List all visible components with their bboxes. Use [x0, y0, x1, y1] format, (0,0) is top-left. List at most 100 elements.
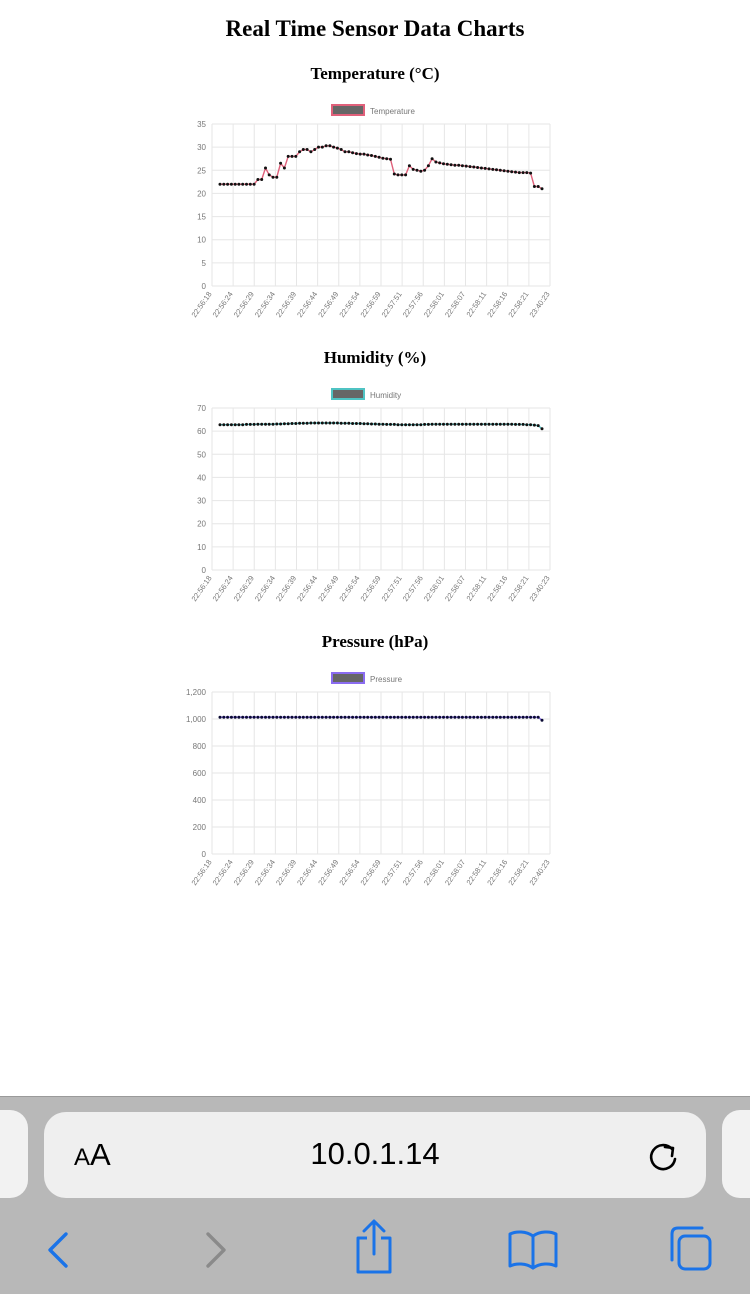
temperature-data-point — [381, 156, 385, 160]
humidity-data-point — [256, 422, 260, 426]
humidity-data-point — [271, 422, 275, 426]
temperature-data-point — [256, 178, 260, 181]
humidity-data-point — [248, 422, 252, 426]
pressure-x-tick-label: 22:56:44 — [295, 858, 319, 887]
pressure-y-tick-label: 800 — [193, 742, 207, 751]
temperature-data-point — [354, 152, 358, 156]
previous-tab-card[interactable] — [0, 1110, 28, 1198]
temperature-data-point — [514, 170, 517, 174]
humidity-data-point — [483, 422, 487, 426]
pressure-chart: Pressure02004006008001,0001,20022:56:182… — [186, 672, 552, 887]
page-settings-button[interactable]: AA — [74, 1132, 111, 1184]
temperature-data-point — [423, 168, 427, 172]
temperature-data-point — [347, 150, 351, 154]
temperature-data-point — [298, 150, 302, 154]
address-bar[interactable]: AA 10.0.1.14 — [44, 1112, 706, 1198]
humidity-data-point — [449, 422, 453, 426]
temperature-data-point — [279, 161, 283, 165]
pressure-data-point — [320, 715, 324, 719]
pressure-data-point — [335, 715, 339, 719]
pressure-data-point — [381, 715, 385, 719]
temperature-data-point — [373, 154, 377, 158]
humidity-data-point — [487, 422, 491, 426]
pressure-data-point — [282, 715, 286, 719]
pressure-x-tick-label: 22:56:54 — [337, 858, 361, 887]
humidity-y-tick-label: 60 — [197, 427, 206, 436]
pressure-data-point — [373, 715, 377, 719]
temperature-data-point — [218, 182, 222, 186]
humidity-data-point — [517, 422, 521, 426]
pressure-x-tick-label: 22:56:39 — [274, 858, 298, 887]
pressure-data-point — [354, 715, 358, 719]
humidity-data-point — [370, 422, 373, 426]
next-tab-card[interactable] — [722, 1110, 750, 1198]
reload-icon[interactable] — [646, 1140, 680, 1174]
pressure-data-point — [419, 715, 423, 719]
pressure-data-point — [271, 715, 275, 719]
temperature-data-point — [407, 164, 411, 168]
humidity-data-point — [222, 423, 226, 427]
temperature-data-point — [487, 167, 491, 171]
temperature-data-point — [282, 166, 286, 170]
temperature-data-point — [415, 168, 419, 172]
temperature-data-point — [317, 145, 320, 149]
pressure-data-point — [301, 715, 305, 719]
temperature-data-point — [532, 185, 536, 188]
humidity-x-tick-label: 23:40:23 — [528, 574, 552, 603]
pressure-data-point — [366, 715, 370, 719]
pressure-data-point — [460, 715, 464, 719]
humidity-data-point — [324, 421, 328, 425]
temperature-data-point — [351, 151, 355, 155]
humidity-data-point — [343, 421, 347, 425]
humidity-data-point — [298, 421, 302, 425]
tabs-icon[interactable] — [664, 1224, 716, 1274]
humidity-data-point — [430, 422, 434, 426]
humidity-data-point — [332, 421, 336, 425]
temperature-data-point — [264, 166, 267, 170]
humidity-x-tick-label: 22:56:24 — [211, 574, 235, 603]
humidity-x-tick-label: 22:56:54 — [337, 574, 361, 603]
humidity-data-point — [218, 423, 222, 427]
humidity-data-point — [237, 423, 241, 427]
url-text[interactable]: 10.0.1.14 — [310, 1136, 440, 1171]
pressure-data-point — [328, 715, 332, 719]
back-chevron-icon[interactable] — [42, 1230, 74, 1270]
pressure-data-point — [426, 715, 430, 719]
pressure-x-tick-label: 22:57:51 — [380, 858, 404, 887]
pressure-data-point — [411, 715, 415, 719]
pressure-data-point — [396, 715, 400, 719]
pressure-data-point — [290, 715, 294, 719]
pressure-data-point — [252, 715, 256, 719]
humidity-data-point — [536, 424, 540, 428]
humidity-data-point — [290, 422, 294, 425]
book-icon[interactable] — [506, 1228, 560, 1272]
humidity-data-point — [241, 423, 245, 427]
temperature-data-point — [495, 168, 498, 172]
pressure-y-tick-label: 400 — [193, 796, 207, 805]
temperature-data-point — [260, 178, 264, 181]
pressure-data-point — [256, 715, 260, 719]
humidity-data-point — [305, 421, 309, 425]
share-icon[interactable] — [352, 1216, 396, 1276]
temperature-data-point — [449, 163, 453, 167]
temperature-data-point — [389, 157, 392, 161]
humidity-data-point — [377, 422, 381, 426]
temperature-data-point — [419, 169, 423, 173]
temperature-data-point — [396, 173, 400, 177]
pressure-data-point — [385, 715, 389, 719]
humidity-data-point — [320, 421, 324, 425]
temperature-y-tick-label: 10 — [197, 236, 206, 245]
pressure-x-tick-label: 22:58:16 — [485, 858, 509, 887]
humidity-x-tick-label: 22:58:21 — [506, 574, 530, 603]
humidity-x-tick-label: 22:58:07 — [443, 574, 467, 603]
humidity-y-tick-label: 40 — [197, 473, 206, 482]
temperature-x-tick-label: 22:56:24 — [211, 290, 235, 319]
humidity-x-tick-label: 22:56:59 — [359, 574, 383, 603]
temperature-y-tick-label: 5 — [202, 259, 207, 268]
temperature-data-point — [343, 150, 347, 154]
pressure-data-point — [453, 715, 457, 719]
pressure-data-point — [400, 715, 404, 719]
temperature-x-tick-label: 22:56:54 — [337, 290, 361, 319]
pressure-data-point — [294, 715, 298, 719]
pressure-data-point — [514, 715, 517, 719]
